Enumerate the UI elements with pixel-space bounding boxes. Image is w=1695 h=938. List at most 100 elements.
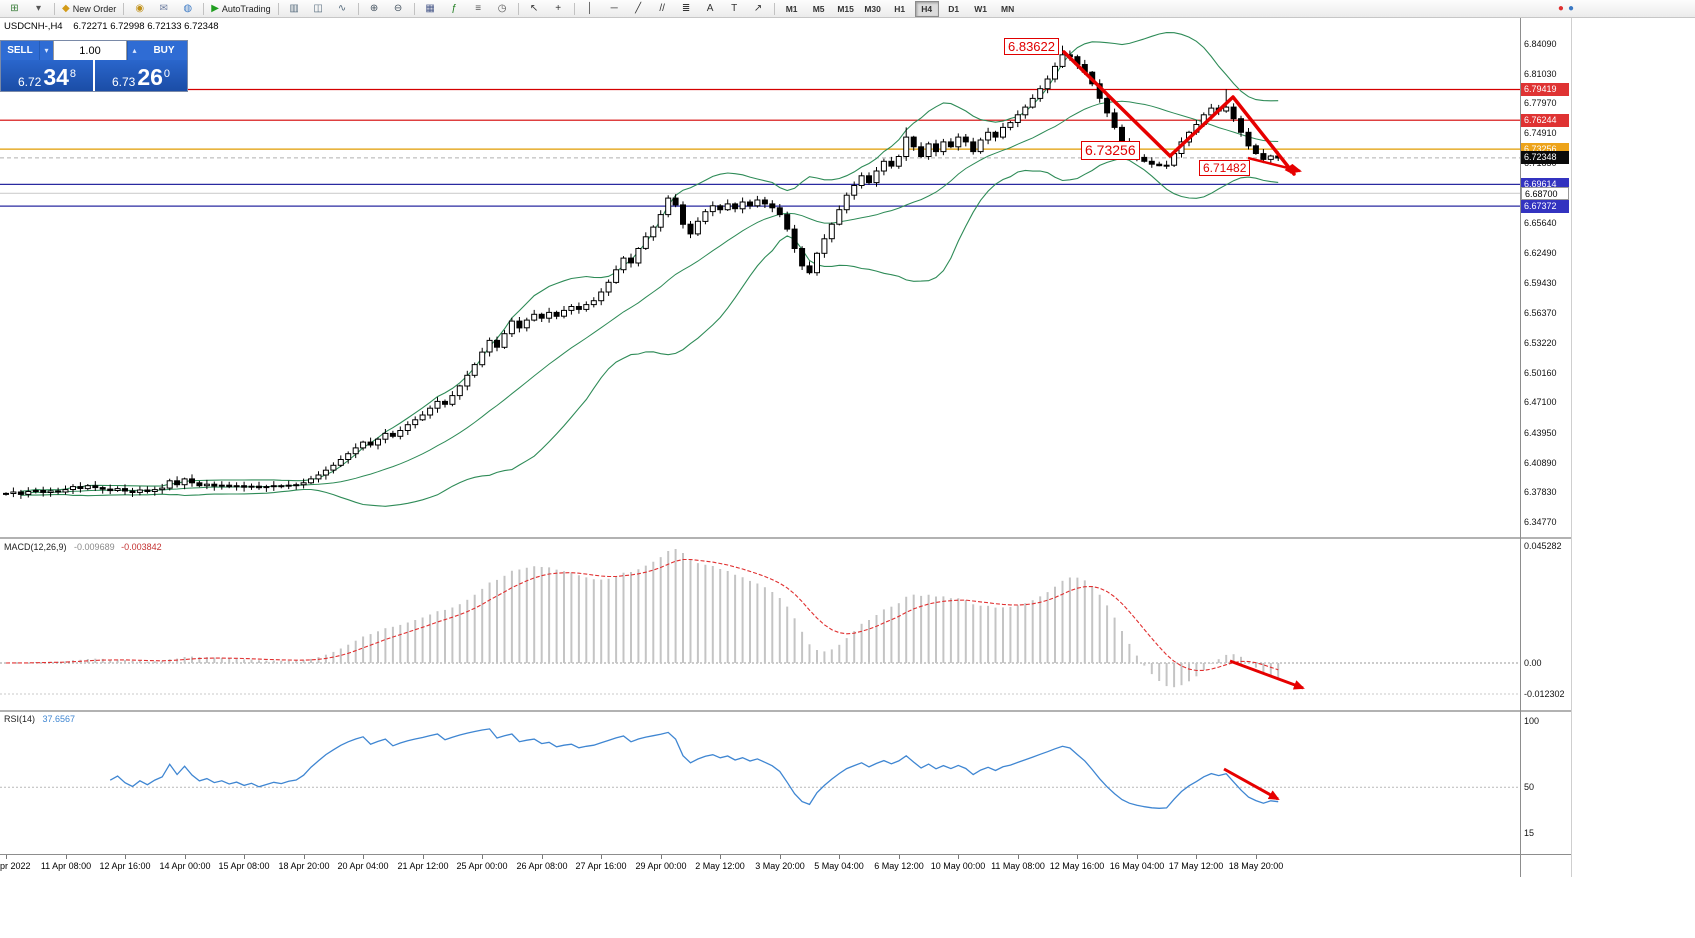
price-annotation[interactable]: 6.83622 <box>1004 38 1059 56</box>
objects-list-icon[interactable]: ≡ <box>467 0 490 17</box>
macd-panel-canvas[interactable] <box>0 539 1520 710</box>
deposit-icon: ◉ <box>135 2 145 14</box>
trendline-tool-icon: ╱ <box>635 2 642 14</box>
arrow-tool-icon[interactable]: ↗ <box>747 0 770 17</box>
toolbar-right-icons: ● ● <box>1557 2 1574 14</box>
toolbar-separator <box>357 2 359 15</box>
community-icon[interactable]: ◍ <box>176 0 199 17</box>
timeframe-h1-button[interactable]: H1 <box>894 3 906 14</box>
candlestick-chart-type-icon[interactable]: ◫ <box>307 0 330 17</box>
toolbar-separator <box>773 2 775 15</box>
status-icon[interactable]: ● <box>1567 2 1574 14</box>
timeframe-m30-button[interactable]: M30 <box>864 3 881 14</box>
price-annotation[interactable]: 6.71482 <box>1199 160 1251 177</box>
time-axis-tick <box>1018 855 1019 859</box>
lot-size-input[interactable]: 1.00 <box>53 41 127 60</box>
horizontal-line-tool-icon[interactable]: ─ <box>603 0 626 17</box>
window-right-edge <box>1571 18 1572 877</box>
cursor-icon[interactable]: ↖ <box>523 0 546 17</box>
crosshair-icon[interactable]: + <box>547 0 570 17</box>
timeframe-h4-button[interactable]: H4 <box>914 0 939 17</box>
line-chart-type-icon[interactable]: ∿ <box>331 0 354 17</box>
bar-chart-type-icon[interactable]: ▥ <box>283 0 306 17</box>
price-scale-tick: 6.62490 <box>1524 248 1557 258</box>
new-chart-icon[interactable]: ⊞ <box>3 0 26 17</box>
time-axis-tick <box>1077 855 1078 859</box>
time-axis-tick <box>1256 855 1257 859</box>
candlestick-chart-type-icon: ◫ <box>313 2 323 14</box>
time-axis-label: 20 Apr 04:00 <box>337 861 389 871</box>
timeframe-d1-button[interactable]: D1 <box>948 3 960 14</box>
new-chart-icon: ⊞ <box>10 2 19 14</box>
main-chart-canvas[interactable] <box>0 18 1520 537</box>
price-scale-tick: 6.34770 <box>1524 517 1557 527</box>
rsi-panel-canvas[interactable] <box>0 712 1520 854</box>
price-scale-tick: 6.74910 <box>1524 128 1557 138</box>
toolbar-separator <box>277 2 279 15</box>
chart-dropdown-icon[interactable]: ▾ <box>27 0 50 17</box>
macd-scale-min: -0.012302 <box>1524 689 1565 699</box>
rsi-indicator-header: RSI(14) 37.6567 <box>4 714 75 724</box>
timeframe-m1-button[interactable]: M1 <box>785 3 798 14</box>
alert-icon[interactable]: ● <box>1557 2 1564 14</box>
price-scale-tick: 6.43950 <box>1524 428 1557 438</box>
mail-icon: ✉ <box>159 2 168 14</box>
sell-dropdown-icon[interactable]: ▾ <box>39 41 53 60</box>
price-line-label: 6.76244 <box>1521 114 1569 127</box>
sell-price-base: 6.72 <box>17 75 42 89</box>
time-axis-label: 18 Apr 20:00 <box>278 861 330 871</box>
sell-price-button[interactable]: 6.72 34 8 <box>1 60 93 91</box>
fibonacci-tool-icon[interactable]: ≣ <box>675 0 698 17</box>
time-axis-label: 29 Apr 00:00 <box>635 861 687 871</box>
indicators-icon[interactable]: ƒ <box>443 0 466 17</box>
autotrading-button[interactable]: ▶ AutoTrading <box>208 0 273 17</box>
deposit-icon[interactable]: ◉ <box>128 0 151 17</box>
time-axis-tick <box>899 855 900 859</box>
time-axis-separator <box>0 854 1572 855</box>
horizontal-line-tool-icon: ─ <box>610 2 618 14</box>
timeframe-m15-button[interactable]: M15 <box>837 3 854 14</box>
time-axis-label: 3 May 20:00 <box>755 861 805 871</box>
timeframe-mn-button[interactable]: MN <box>1001 3 1015 14</box>
one-click-trading-panel: SELL ▾ 1.00 ▴ BUY 6.72 34 8 6.73 26 0 <box>0 40 188 92</box>
buy-price-button[interactable]: 6.73 26 0 <box>95 60 187 91</box>
time-axis-label: 11 May 08:00 <box>991 861 1045 871</box>
channel-tool-icon: // <box>659 2 665 14</box>
time-axis-tick <box>839 855 840 859</box>
line-chart-type-icon: ∿ <box>337 2 347 14</box>
tile-windows-icon[interactable]: ▦ <box>419 0 442 17</box>
autotrading-button-label: AutoTrading <box>221 3 271 14</box>
main-toolbar: ⊞ ▾ ◆ New Order ◉ ✉ ◍ ▶ AutoTrading ▥ ◫ ∿ ⊕ ⊖ ▦ ƒ ≡ ◷ ↖ + │ ─… <box>0 0 1695 18</box>
time-axis-tick <box>720 855 721 859</box>
new-order-button[interactable]: ◆ New Order <box>59 0 119 17</box>
time-axis-label: 15 Apr 08:00 <box>218 861 270 871</box>
clock-icon[interactable]: ◷ <box>491 0 514 17</box>
tile-windows-icon: ▦ <box>425 2 435 14</box>
vertical-line-tool-icon[interactable]: │ <box>579 0 602 17</box>
autotrading-play-icon: ▶ <box>211 2 219 14</box>
main-macd-separator[interactable] <box>0 537 1572 539</box>
lot-up-icon[interactable]: ▴ <box>127 41 141 60</box>
text-tool-icon: A <box>706 2 714 14</box>
time-axis-label: 27 Apr 16:00 <box>575 861 627 871</box>
indicators-icon: ƒ <box>451 2 457 14</box>
macd-rsi-separator[interactable] <box>0 710 1572 712</box>
channel-tool-icon[interactable]: // <box>651 0 674 17</box>
price-scale-tick: 6.84090 <box>1524 39 1557 49</box>
time-axis-label: 12 Apr 16:00 <box>99 861 151 871</box>
text-tool-icon[interactable]: A <box>699 0 722 17</box>
buy-button[interactable]: BUY <box>141 41 187 60</box>
mail-icon[interactable]: ✉ <box>152 0 175 17</box>
trendline-tool-icon[interactable]: ╱ <box>627 0 650 17</box>
time-axis-label: 25 Apr 00:00 <box>456 861 508 871</box>
toolbar-separator <box>123 2 125 15</box>
cursor-icon: ↖ <box>529 2 539 14</box>
timeframe-w1-button[interactable]: W1 <box>974 3 987 14</box>
zoom-in-icon[interactable]: ⊕ <box>363 0 386 17</box>
buy-price-base: 6.73 <box>111 75 136 89</box>
sell-button[interactable]: SELL <box>1 41 39 60</box>
price-annotation[interactable]: 6.73256 <box>1081 141 1140 160</box>
label-tool-icon[interactable]: T <box>723 0 746 17</box>
zoom-out-icon[interactable]: ⊖ <box>387 0 410 17</box>
timeframe-m5-button[interactable]: M5 <box>812 3 825 14</box>
